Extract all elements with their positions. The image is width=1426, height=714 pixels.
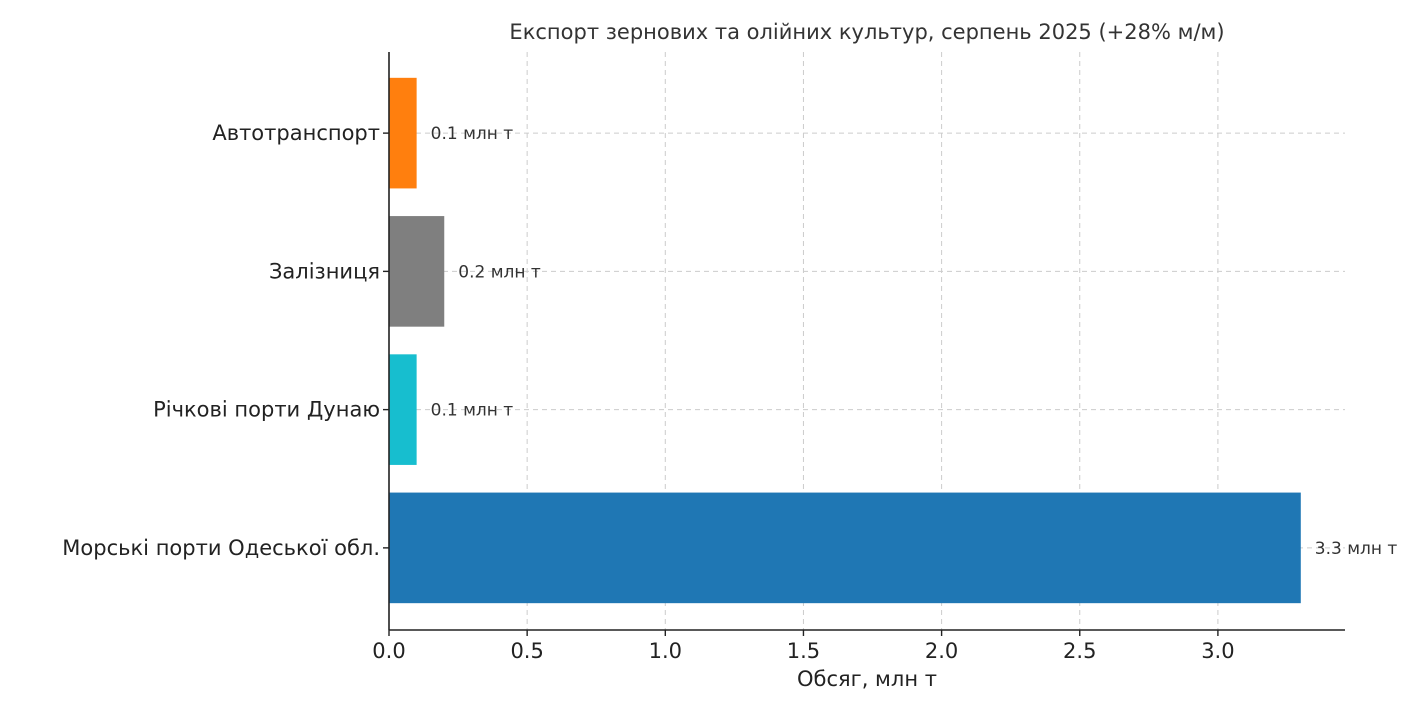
value-label: 3.3 млн т bbox=[1315, 539, 1398, 559]
axes-layer bbox=[388, 52, 1345, 631]
x-tick-label: 0.0 bbox=[372, 639, 405, 663]
value-label: 0.1 млн т bbox=[431, 124, 514, 144]
category-label: Автотранспорт bbox=[212, 121, 380, 145]
labels-layer: 0.0 0.5 1.0 1.5 2.0 2.5 3.0 Морські порти Одесь… bbox=[62, 121, 1397, 663]
x-tick-label: 0.5 bbox=[510, 639, 543, 663]
x-tick-label: 2.5 bbox=[1063, 639, 1096, 663]
bars-layer bbox=[389, 77, 1301, 604]
value-label: 0.1 млн т bbox=[431, 401, 514, 421]
bar bbox=[389, 492, 1301, 604]
x-tick-label: 2.0 bbox=[925, 639, 958, 663]
ticks-layer bbox=[383, 132, 1219, 636]
bar bbox=[389, 354, 417, 465]
bar bbox=[389, 77, 417, 189]
chart-title: Експорт зернових та олійних культур, сер… bbox=[509, 20, 1224, 44]
x-tick-label: 1.0 bbox=[649, 639, 682, 663]
x-tick-label: 3.0 bbox=[1201, 639, 1234, 663]
value-label: 0.2 млн т bbox=[458, 262, 541, 282]
category-label: Морські порти Одеської обл. bbox=[62, 536, 380, 560]
category-label: Річкові порти Дунаю bbox=[153, 398, 380, 422]
bar bbox=[389, 216, 445, 327]
x-tick-label: 1.5 bbox=[787, 639, 820, 663]
x-axis-title: Обсяг, млн т bbox=[797, 667, 937, 691]
category-label: Залізниця bbox=[269, 259, 380, 283]
